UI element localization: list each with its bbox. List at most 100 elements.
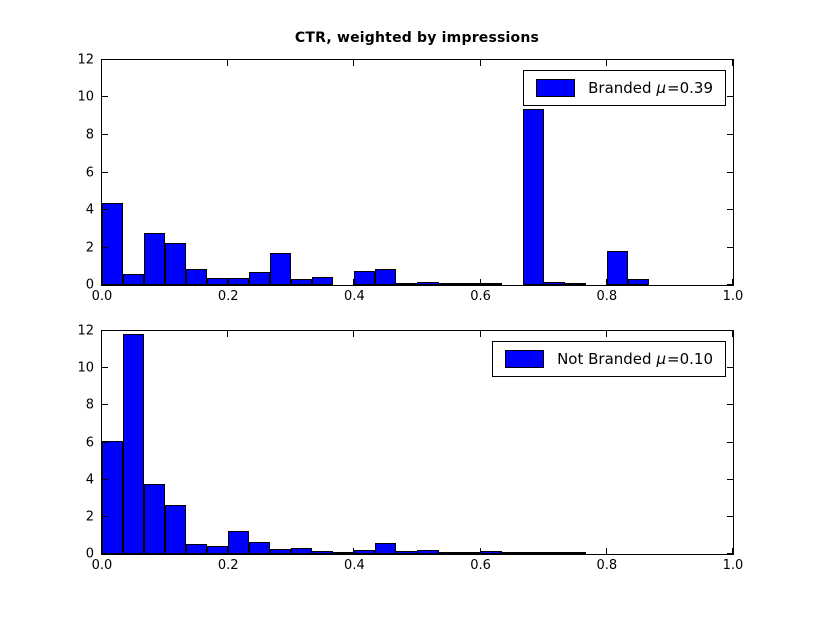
x-tick <box>101 60 102 66</box>
histogram-bar <box>396 282 418 285</box>
legend-not-branded: Not Branded μ=0.10 <box>492 341 726 377</box>
y-tick <box>727 246 733 248</box>
histogram-bar <box>228 530 250 554</box>
x-tick-label: 0.8 <box>596 558 618 573</box>
y-tick <box>102 404 108 406</box>
histogram-bar <box>375 269 397 285</box>
x-tick-label: 0.8 <box>596 289 618 304</box>
histogram-bar <box>606 251 628 285</box>
histogram-bar <box>417 550 439 554</box>
histogram-bar <box>123 333 145 554</box>
y-tick-label: 0 <box>85 277 94 293</box>
legend-branded: Branded μ=0.39 <box>523 70 726 106</box>
x-tick <box>353 279 355 285</box>
legend-series-name: Not Branded <box>557 350 652 368</box>
x-tick <box>732 331 733 337</box>
histogram-bar <box>291 547 313 554</box>
y-tick-label: 12 <box>77 323 94 339</box>
legend-series-name: Branded <box>588 79 652 97</box>
x-tick <box>227 279 229 285</box>
y-tick-label: 2 <box>85 509 94 525</box>
y-tick-label: 4 <box>85 202 94 218</box>
y-tick <box>102 441 108 443</box>
y-tick <box>727 171 733 173</box>
y-tick <box>727 515 733 517</box>
x-tick <box>101 331 102 337</box>
histogram-bar <box>207 277 229 285</box>
x-tick-label: 0.0 <box>91 558 113 573</box>
y-tick <box>727 208 733 210</box>
y-tick-label: 10 <box>77 89 94 105</box>
y-tick <box>102 367 108 369</box>
histogram-bar <box>543 552 565 554</box>
histogram-bar <box>522 108 544 285</box>
y-tick <box>727 330 733 331</box>
histogram-bar <box>228 277 250 285</box>
legend-label: Branded μ=0.39 <box>588 79 713 97</box>
legend-swatch-icon <box>505 350 545 368</box>
histogram-bar <box>249 541 271 554</box>
histogram-bar <box>291 279 313 285</box>
x-tick <box>732 60 733 66</box>
x-tick <box>732 548 733 554</box>
x-tick <box>479 60 481 66</box>
y-tick <box>727 478 733 480</box>
x-tick <box>101 548 102 554</box>
histogram-bar <box>417 282 439 285</box>
x-tick <box>101 279 102 285</box>
histogram-bar <box>123 273 145 285</box>
histogram-bar <box>207 545 229 554</box>
x-tick <box>227 548 229 554</box>
x-tick-label: 1.0 <box>722 289 744 304</box>
histogram-bar <box>459 283 481 285</box>
y-tick-label: 8 <box>85 127 94 143</box>
y-tick <box>727 553 733 554</box>
x-tick <box>479 331 481 337</box>
x-tick <box>605 331 607 337</box>
histogram-bar <box>375 542 397 554</box>
histogram-bar <box>144 233 166 285</box>
x-tick-label: 1.0 <box>722 558 744 573</box>
x-tick <box>227 60 229 66</box>
y-tick <box>102 553 108 554</box>
mu-symbol: μ <box>656 350 667 368</box>
x-tick-label: 0.6 <box>470 289 491 304</box>
histogram-bar <box>186 269 208 285</box>
y-tick <box>102 59 108 60</box>
histogram-bar <box>564 283 586 285</box>
y-tick <box>102 246 108 248</box>
y-tick <box>102 330 108 331</box>
branded-histogram-plot: Branded μ=0.39 0.0 0.2 0.4 0.6 0.8 1.0 0 2 4 6 8 10 1… <box>77 53 743 305</box>
y-tick-label: 6 <box>85 435 94 450</box>
y-tick <box>727 404 733 406</box>
x-tick <box>605 60 607 66</box>
histogram-bar <box>312 551 334 554</box>
histogram-bar <box>522 552 544 554</box>
figure-title: CTR, weighted by impressions <box>294 30 540 46</box>
histogram-bar <box>102 440 124 554</box>
histogram-bar <box>354 550 376 554</box>
histogram-bar <box>270 253 292 285</box>
y-tick <box>727 133 733 135</box>
legend-label: Not Branded μ=0.10 <box>557 350 713 368</box>
x-tick <box>479 279 481 285</box>
y-tick <box>102 284 108 285</box>
histogram-bar <box>543 282 565 285</box>
y-tick <box>102 478 108 480</box>
histogram-bar <box>165 242 187 285</box>
y-tick <box>102 208 108 210</box>
x-tick-label: 0.2 <box>217 289 239 304</box>
x-tick <box>605 279 607 285</box>
histogram-bar <box>501 552 523 554</box>
histogram-bar <box>438 283 460 285</box>
x-tick-label: 0.0 <box>91 289 113 304</box>
x-tick <box>227 331 229 337</box>
histogram-bar <box>564 552 586 554</box>
histogram-bar <box>354 270 376 285</box>
y-tick-label: 2 <box>85 240 94 255</box>
x-tick-label: 0.4 <box>344 558 365 573</box>
histogram-bar <box>480 283 502 285</box>
not-branded-bars-layer <box>102 331 733 554</box>
y-tick <box>102 171 108 173</box>
y-tick <box>727 59 733 60</box>
